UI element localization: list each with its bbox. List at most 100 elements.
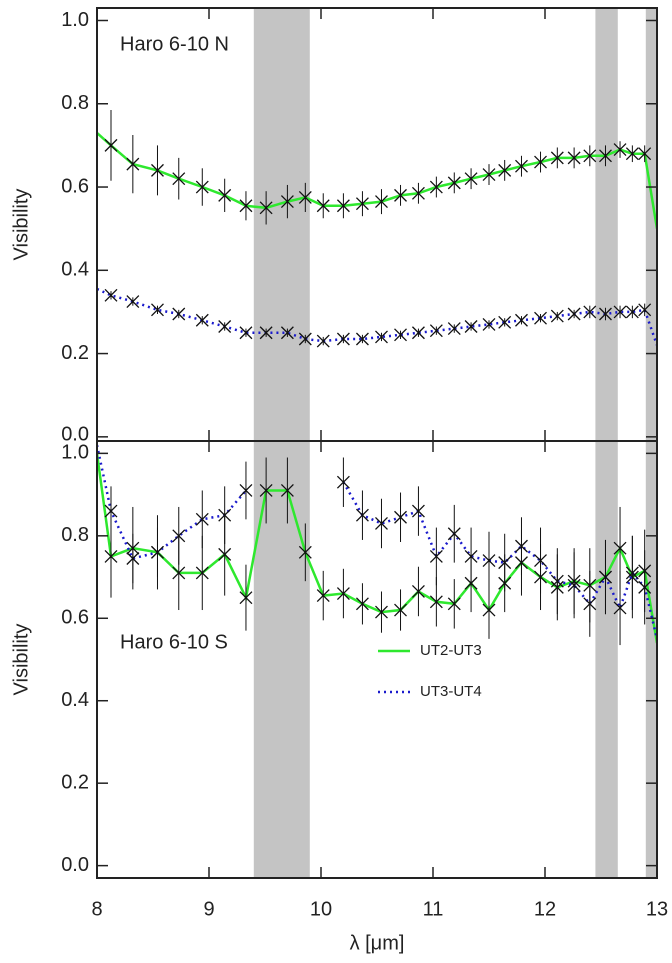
marker <box>567 578 581 592</box>
marker <box>218 188 232 202</box>
marker <box>534 554 547 568</box>
marker <box>638 303 652 317</box>
marker <box>355 508 369 522</box>
shaded-band <box>253 8 310 441</box>
marker <box>464 172 478 186</box>
marker <box>394 328 407 342</box>
legend-label: UT3-UT4 <box>420 683 482 700</box>
marker <box>336 475 350 489</box>
marker <box>172 172 186 186</box>
marker <box>625 305 639 319</box>
marker <box>298 190 312 204</box>
marker <box>583 149 597 163</box>
marker <box>394 510 407 524</box>
series-line <box>97 453 657 644</box>
marker <box>126 157 140 171</box>
marker <box>104 504 118 518</box>
marker <box>515 539 528 553</box>
marker <box>613 305 627 319</box>
y-tick-label: 0.2 <box>61 771 89 793</box>
marker <box>613 143 627 157</box>
marker <box>550 574 564 588</box>
marker <box>394 603 407 617</box>
y-tick-label: 0.0 <box>61 854 89 876</box>
marker <box>447 176 461 190</box>
marker <box>583 597 597 611</box>
y-tick-label: 0.4 <box>61 259 89 281</box>
marker <box>375 195 388 209</box>
marker <box>613 601 627 615</box>
marker <box>151 163 164 177</box>
marker <box>298 545 312 559</box>
marker <box>336 587 350 600</box>
marker <box>567 151 581 165</box>
marker <box>567 307 581 321</box>
marker <box>429 324 443 338</box>
marker <box>429 595 443 609</box>
y-tick-label: 0.6 <box>61 175 89 197</box>
shaded-band <box>595 441 618 878</box>
marker <box>218 320 232 333</box>
marker <box>599 570 612 584</box>
marker <box>550 151 564 165</box>
legend-label: UT2-UT3 <box>420 642 482 659</box>
marker <box>126 295 140 308</box>
marker <box>411 326 425 340</box>
marker <box>298 332 312 346</box>
marker <box>316 589 330 603</box>
marker <box>464 320 478 333</box>
x-axis-label: λ [μm] <box>350 932 405 954</box>
marker <box>259 484 273 497</box>
marker <box>280 484 294 497</box>
marker <box>195 566 209 580</box>
marker <box>447 322 461 336</box>
marker <box>375 330 388 344</box>
marker <box>375 605 388 619</box>
marker <box>172 529 186 543</box>
y-tick-label: 0.8 <box>61 92 89 114</box>
x-tick-label: 13 <box>646 898 668 920</box>
marker <box>151 303 164 317</box>
marker <box>583 305 597 319</box>
marker <box>515 313 528 327</box>
marker <box>172 307 186 321</box>
y-tick-label: 1.0 <box>61 9 89 31</box>
marker <box>218 508 232 522</box>
marker <box>375 516 388 530</box>
plot-area <box>97 8 657 441</box>
marker <box>498 556 512 570</box>
marker <box>638 147 652 161</box>
x-tick-label: 12 <box>534 898 556 920</box>
marker <box>482 168 496 181</box>
marker <box>482 554 496 568</box>
marker <box>464 549 478 563</box>
x-tick-label: 8 <box>91 898 102 920</box>
marker <box>638 580 652 594</box>
marker <box>447 597 461 611</box>
x-tick-label: 10 <box>310 898 332 920</box>
marker <box>259 201 273 215</box>
marker <box>534 155 547 169</box>
marker <box>239 326 253 340</box>
y-axis-label: Visibility <box>10 624 32 696</box>
marker <box>195 180 209 194</box>
marker <box>447 527 461 541</box>
marker <box>411 186 425 200</box>
marker <box>104 288 118 302</box>
marker <box>498 315 512 329</box>
marker <box>195 313 209 327</box>
marker <box>411 504 425 518</box>
series-line <box>97 287 657 346</box>
shaded-band <box>645 8 657 441</box>
marker <box>218 547 232 561</box>
x-tick-label: 11 <box>423 898 444 920</box>
marker <box>411 585 425 598</box>
shaded-band <box>645 441 657 878</box>
marker <box>534 311 547 325</box>
marker <box>316 334 330 348</box>
marker <box>482 603 496 617</box>
marker <box>599 307 612 321</box>
y-tick-label: 0.2 <box>61 342 89 364</box>
y-tick-label: 0.6 <box>61 607 89 629</box>
